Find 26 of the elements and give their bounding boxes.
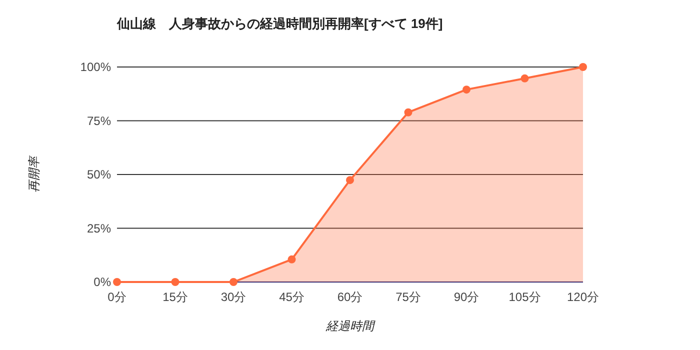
- point: [230, 278, 238, 286]
- y-tick-label: 0%: [94, 275, 112, 289]
- y-tick-label: 75%: [86, 114, 112, 128]
- point: [346, 176, 354, 184]
- point: [404, 108, 412, 116]
- x-tick-label: 120分: [566, 290, 600, 304]
- x-axis-title: 経過時間: [325, 319, 376, 333]
- y-tick-label: 100%: [80, 60, 112, 74]
- point: [171, 278, 180, 286]
- x-tick-label: 0分: [108, 290, 126, 304]
- point: [288, 255, 296, 264]
- chart-title: 仙山線 人身事故からの経過時間別再開率[すべて 19件]: [116, 16, 443, 31]
- point: [520, 74, 529, 82]
- x-tick-label: 105分: [508, 290, 541, 304]
- x-tick-label: 75分: [396, 290, 421, 304]
- point: [462, 86, 470, 94]
- x-tick-label: 90分: [454, 290, 480, 304]
- x-tick-label: 30分: [220, 290, 246, 304]
- y-tick-label: 50%: [86, 168, 112, 182]
- point: [579, 63, 587, 71]
- point: [113, 278, 121, 286]
- x-tick-label: 60分: [337, 290, 363, 304]
- y-tick-label: 25%: [86, 221, 112, 236]
- x-tick-label: 15分: [162, 290, 188, 304]
- x-tick-label: 45分: [279, 290, 304, 304]
- y-axis-title: 再開率: [27, 154, 41, 192]
